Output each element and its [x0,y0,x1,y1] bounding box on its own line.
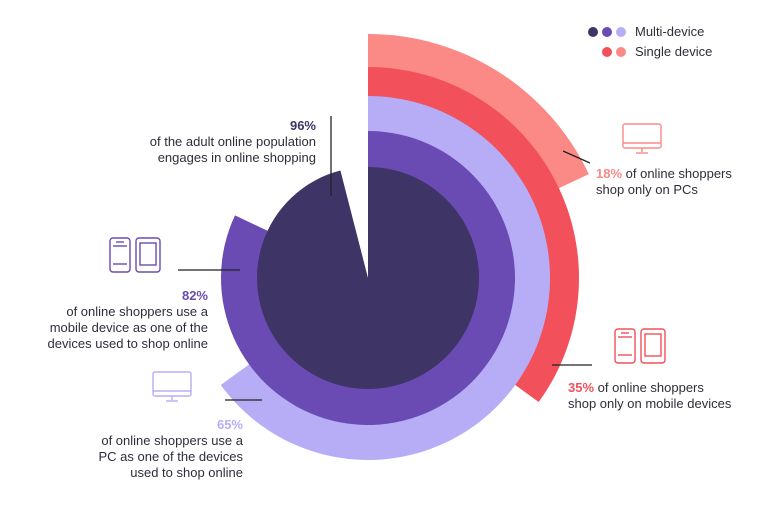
annotation-82-line3: devices used to shop online [47,336,208,351]
legend-dot-1 [588,26,598,37]
annotation-65-line2: PC as one of the devices [98,449,243,464]
pct-35: 35% [568,380,595,395]
annotation-18: 18% of online shoppers shop only on PCs [596,166,766,198]
annotation-65-line1: of online shoppers use a [101,433,243,448]
annotation-82-line2: mobile device as one of the [49,320,208,335]
annotation-96: 96% of the adult online population engag… [120,118,316,166]
annotation-18-line1: of online shoppers [622,166,732,181]
pct-65: 65% [216,417,243,432]
annotation-35-line1: of online shoppers [594,380,704,395]
legend-dot-4 [602,46,612,57]
tablet-phone-icon-red [614,328,666,364]
legend-dot-3 [616,26,626,37]
pct-18: 18% [596,166,623,181]
annotation-35: 35% of online shoppers shop only on mobi… [568,380,763,412]
pct-82: 82% [181,288,208,303]
legend-multi-device: Multi-device [588,22,712,41]
legend-single-device: Single device [588,42,712,61]
annotation-82: 82% of online shoppers use a mobile devi… [20,288,208,352]
ring-96 [257,167,480,390]
monitor-icon-red [622,123,662,154]
monitor-icon [152,371,192,402]
annotation-35-line2: shop only on mobile devices [568,396,732,411]
pct-96: 96% [289,118,316,133]
annotation-82-line1: of online shoppers use a [66,304,208,319]
legend-dot-2 [602,26,612,37]
annotation-96-line2: engages in online shopping [157,150,316,165]
leader-18 [562,150,591,164]
annotation-18-line2: shop only on PCs [596,182,698,197]
annotation-65-line3: used to shop online [130,465,243,480]
tablet-phone-icon [109,237,161,273]
legend: Multi-device Single device [588,22,712,61]
legend-label-single: Single device [635,44,713,59]
annotation-65: 65% of online shoppers use a PC as one o… [40,417,243,481]
legend-label-multi: Multi-device [635,24,705,39]
annotation-96-line1: of the adult online population [149,134,316,149]
legend-dot-5 [616,46,626,57]
